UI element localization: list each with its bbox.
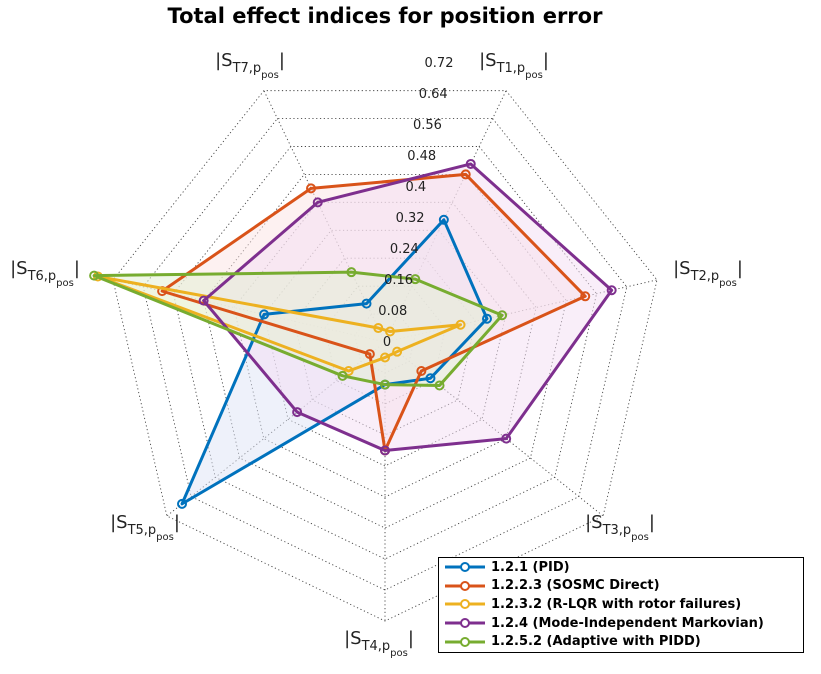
legend-item: 1.2.1 (PID) bbox=[439, 558, 803, 577]
axis-label-1: |ST1,ppos| bbox=[479, 50, 549, 81]
tick-label: 0.24 bbox=[390, 242, 419, 257]
series-point-5 bbox=[497, 310, 508, 321]
series-point-1 bbox=[361, 298, 372, 309]
grid-ring bbox=[142, 118, 628, 591]
series-point-5 bbox=[434, 380, 445, 391]
legend-label: 1.2.2.3 (SOSMC Direct) bbox=[491, 578, 660, 594]
legend-item: 1.2.5.2 (Adaptive with PIDD) bbox=[439, 632, 803, 651]
legend-label: 1.2.3.2 (R-LQR with rotor failures) bbox=[491, 596, 742, 612]
series-point-4 bbox=[380, 445, 390, 456]
series-line-2 bbox=[160, 172, 587, 452]
series-point-3 bbox=[373, 323, 384, 334]
series-point-2 bbox=[416, 365, 427, 376]
legend-swatch bbox=[445, 618, 485, 629]
series-point-5 bbox=[410, 274, 421, 285]
legend-label: 1.2.4 (Mode-Independent Markovian) bbox=[491, 615, 764, 631]
tick-label: 0.4 bbox=[406, 180, 427, 195]
legend-label: 1.2.5.2 (Adaptive with PIDD) bbox=[491, 634, 701, 650]
legend-item: 1.2.3.2 (R-LQR with rotor failures) bbox=[439, 595, 803, 614]
chart-title: Total effect indices for position error bbox=[167, 4, 603, 28]
series-line-5 bbox=[92, 270, 504, 387]
series-point-1 bbox=[259, 309, 270, 320]
series-point-2 bbox=[580, 291, 591, 302]
tick-label: 0.72 bbox=[425, 56, 454, 71]
tick-label: 0.64 bbox=[419, 87, 448, 102]
legend-swatch bbox=[445, 636, 485, 647]
tick-label: 0.08 bbox=[378, 304, 407, 319]
series-point-4 bbox=[465, 158, 476, 169]
series-point-4 bbox=[198, 295, 209, 306]
series-point-3 bbox=[343, 365, 354, 376]
series-point-5 bbox=[380, 379, 390, 390]
tick-label: 0.16 bbox=[384, 273, 413, 288]
series-point-1 bbox=[438, 214, 449, 225]
series-point-2 bbox=[306, 183, 317, 194]
legend-swatch bbox=[445, 580, 485, 591]
tick-label: 0.56 bbox=[413, 118, 442, 133]
series-line-1 bbox=[180, 218, 489, 506]
series-point-1 bbox=[177, 498, 188, 509]
series-point-3 bbox=[385, 326, 396, 337]
legend-label: 1.2.1 (PID) bbox=[491, 559, 570, 575]
axis-label-4: |ST4,ppos| bbox=[344, 628, 414, 659]
axis-label-3: |ST3,ppos| bbox=[585, 512, 655, 543]
tick-label: 0.48 bbox=[407, 149, 436, 164]
tick-label: 0 bbox=[383, 335, 391, 350]
legend-swatch bbox=[445, 599, 485, 610]
series-point-5 bbox=[337, 370, 348, 381]
legend-swatch bbox=[445, 562, 485, 573]
series-point-4 bbox=[312, 197, 323, 208]
series-point-2 bbox=[364, 349, 375, 360]
series-point-3 bbox=[455, 319, 466, 330]
series-point-1 bbox=[482, 313, 493, 324]
series-point-5 bbox=[346, 267, 357, 278]
series-point-5 bbox=[89, 270, 100, 281]
series-point-4 bbox=[501, 433, 512, 444]
legend-item: 1.2.2.3 (SOSMC Direct) bbox=[439, 577, 803, 596]
series-line-3 bbox=[96, 274, 463, 373]
series-point-2 bbox=[460, 169, 471, 180]
series-point-4 bbox=[292, 407, 303, 418]
legend-item: 1.2.4 (Mode-Independent Markovian) bbox=[439, 614, 803, 633]
series-point-4 bbox=[606, 285, 617, 296]
axis-label-5: |ST5,ppos| bbox=[110, 512, 180, 543]
series-point-1 bbox=[425, 373, 436, 384]
axis-label-2: |ST2,ppos| bbox=[673, 258, 743, 289]
grid-ring bbox=[172, 146, 598, 560]
tick-label: 0.32 bbox=[396, 211, 425, 226]
series-line-4 bbox=[202, 162, 614, 452]
series-point-3 bbox=[392, 346, 403, 357]
axis-label-7: |ST7,ppos| bbox=[215, 50, 285, 81]
chart-legend: 1.2.1 (PID) 1.2.2.3 (SOSMC Direct) 1.2.3.2… bbox=[438, 557, 804, 653]
series-point-3 bbox=[380, 352, 390, 363]
axis-label-6: |ST6,ppos| bbox=[10, 258, 80, 289]
